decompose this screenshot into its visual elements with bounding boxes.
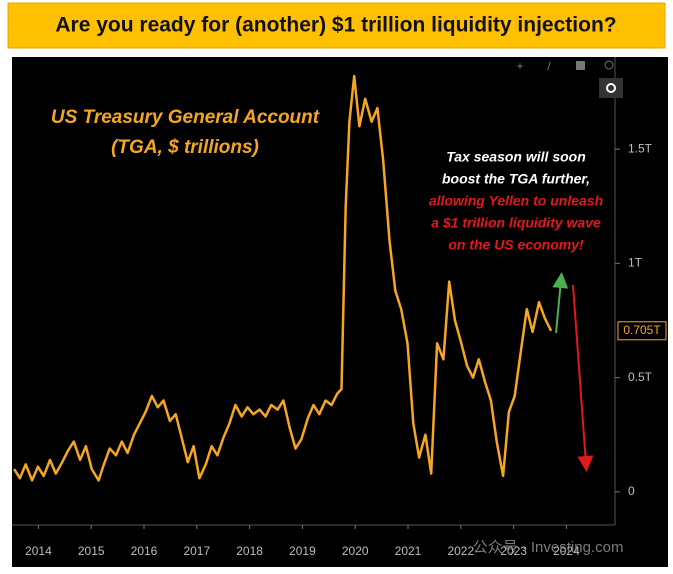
x-tick-label: 2024	[553, 544, 580, 558]
note: Tax season will soon	[446, 149, 586, 165]
x-tick-label: 2020	[342, 544, 369, 558]
plot-background	[12, 57, 668, 567]
arrow	[572, 284, 594, 472]
tool-icon[interactable]	[576, 61, 585, 70]
watermark: 公众号 · Investing.com	[473, 539, 624, 556]
y-tick-label: 0.5T	[628, 370, 653, 384]
tga-line	[13, 74, 553, 482]
y-tick-label: 1.5T	[628, 141, 653, 155]
annotation: US Treasury General Account	[51, 107, 320, 128]
note: on the US economy!	[448, 237, 584, 253]
note: boost the TGA further,	[442, 171, 590, 187]
y-tick-label: 0	[628, 484, 635, 498]
tool-icon[interactable]: +	[516, 59, 523, 73]
tool-icon[interactable]	[604, 60, 614, 70]
x-tick-label: 2022	[447, 544, 474, 558]
tool-icon[interactable]: /	[547, 59, 551, 73]
tool-icon	[606, 83, 616, 93]
chart-title: Are you ready for (another) $1 trillion …	[55, 14, 616, 37]
note: a $1 trillion liquidity wave	[431, 215, 601, 231]
x-tick-label: 2019	[289, 544, 316, 558]
x-tick-label: 2015	[78, 544, 105, 558]
y-tick-label: 1T	[628, 256, 643, 270]
tool-button[interactable]	[599, 78, 623, 98]
current-value-box	[617, 321, 667, 341]
annotation: (TGA, $ trillions)	[111, 137, 259, 158]
title-banner	[7, 2, 666, 49]
x-tick-label: 2017	[183, 544, 210, 558]
x-tick-label: 2018	[236, 544, 263, 558]
x-tick-label: 2016	[131, 544, 158, 558]
x-tick-label: 2021	[395, 544, 422, 558]
x-tick-label: 2023	[500, 544, 527, 558]
current-value-label: 0.705T	[623, 323, 661, 337]
toolbar: + /	[516, 59, 623, 98]
x-tick-label: 2014	[25, 544, 52, 558]
arrow	[552, 272, 569, 334]
note: allowing Yellen to unleash	[429, 193, 603, 209]
